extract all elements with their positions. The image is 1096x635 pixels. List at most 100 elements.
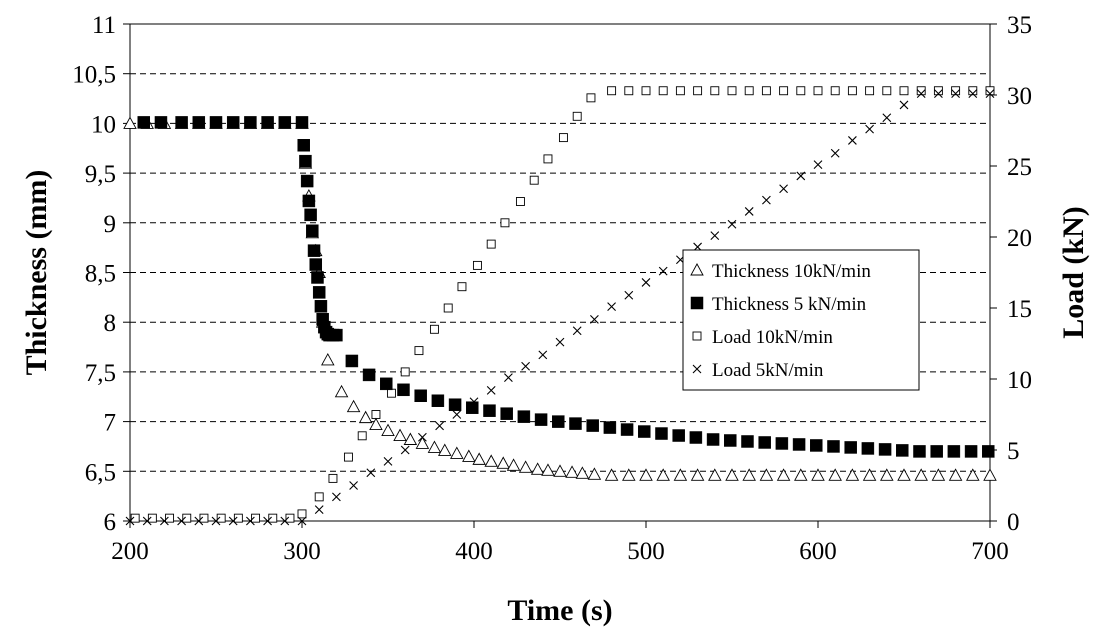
data-point <box>452 410 462 419</box>
data-point <box>397 383 410 397</box>
data-point <box>312 286 326 299</box>
data-point <box>742 468 756 481</box>
data-point <box>813 160 823 169</box>
legend-marker <box>692 331 702 341</box>
legend-label: Thickness 5 kN/min <box>712 294 867 315</box>
data-point <box>792 438 806 451</box>
data-point <box>658 266 668 276</box>
data-point <box>673 468 688 481</box>
data-point <box>744 86 754 96</box>
data-point <box>779 184 788 194</box>
data-point <box>861 442 875 455</box>
series-thickness-5-kn/min <box>137 116 995 458</box>
data-point <box>142 516 152 526</box>
data-point <box>414 389 427 403</box>
left-y-tick-label: 7,5 <box>85 360 116 387</box>
left-y-tick-label: 7 <box>104 410 117 437</box>
data-point <box>194 516 204 526</box>
series-load-10kn/min <box>130 86 995 523</box>
data-point <box>724 434 737 447</box>
data-point <box>844 441 857 454</box>
right-y-tick-label: 10 <box>1007 367 1032 394</box>
tick-marks <box>123 23 997 528</box>
data-point <box>896 444 909 457</box>
data-point <box>882 86 892 96</box>
legend-marker <box>690 263 704 276</box>
data-point <box>300 174 314 188</box>
data-point <box>916 89 926 98</box>
right-y-tick-label: 20 <box>1007 225 1032 252</box>
left-y-tick-label: 10,5 <box>72 62 116 89</box>
data-point <box>160 516 169 526</box>
data-point <box>931 468 946 481</box>
data-point <box>622 468 636 481</box>
data-point <box>607 302 616 311</box>
data-point <box>285 513 295 523</box>
data-point <box>882 113 892 123</box>
data-point <box>553 464 567 477</box>
data-point <box>689 431 703 444</box>
data-point <box>930 445 943 458</box>
data-point <box>639 468 653 481</box>
data-point <box>845 468 860 481</box>
data-point <box>334 384 349 398</box>
data-point <box>590 314 599 324</box>
data-point <box>985 89 995 98</box>
data-point <box>486 385 496 395</box>
data-point <box>934 89 943 98</box>
x-tick-label: 600 <box>799 538 837 565</box>
data-point <box>443 303 453 313</box>
data-point <box>496 456 510 469</box>
data-point <box>725 468 739 481</box>
data-point <box>472 452 486 465</box>
data-point <box>899 86 909 96</box>
data-point <box>400 367 410 377</box>
data-point <box>572 111 582 121</box>
data-point <box>572 326 582 336</box>
data-point <box>914 468 928 481</box>
data-point <box>656 468 670 481</box>
data-point <box>462 449 476 462</box>
left-y-tick-label: 9 <box>104 211 117 238</box>
data-point <box>933 86 943 96</box>
legend-label: Load 5kN/min <box>712 360 824 381</box>
data-point <box>431 394 445 407</box>
data-point <box>586 419 599 432</box>
data-point <box>362 368 376 382</box>
data-point <box>414 346 424 356</box>
data-point <box>137 116 151 129</box>
data-point <box>380 377 393 391</box>
data-point <box>848 136 857 145</box>
x-tick-label: 300 <box>283 538 321 565</box>
data-point <box>828 468 842 481</box>
data-point <box>534 413 548 426</box>
data-point <box>744 207 754 216</box>
data-point <box>951 89 960 98</box>
data-point <box>486 239 496 249</box>
data-point <box>330 328 343 342</box>
data-point <box>366 468 376 478</box>
data-point <box>295 116 309 129</box>
right-y-axis-title: Load (kN) <box>1057 206 1090 339</box>
left-y-tick-label: 8,5 <box>85 261 116 288</box>
data-point <box>427 440 442 453</box>
data-point <box>985 86 995 96</box>
data-point <box>500 407 513 420</box>
data-point <box>154 116 168 129</box>
data-point <box>538 350 548 360</box>
data-point <box>675 86 685 96</box>
data-point <box>641 86 651 96</box>
data-point <box>968 86 978 96</box>
data-point <box>349 481 358 490</box>
data-point <box>693 86 703 96</box>
data-point <box>552 415 565 428</box>
data-point <box>565 465 579 478</box>
right-y-tick-label: 35 <box>1007 12 1032 39</box>
data-series <box>123 86 997 526</box>
data-point <box>403 432 418 445</box>
legend-label: Load 10kN/min <box>712 327 833 348</box>
data-point <box>530 462 545 475</box>
data-point <box>641 278 651 287</box>
data-point <box>307 244 321 257</box>
